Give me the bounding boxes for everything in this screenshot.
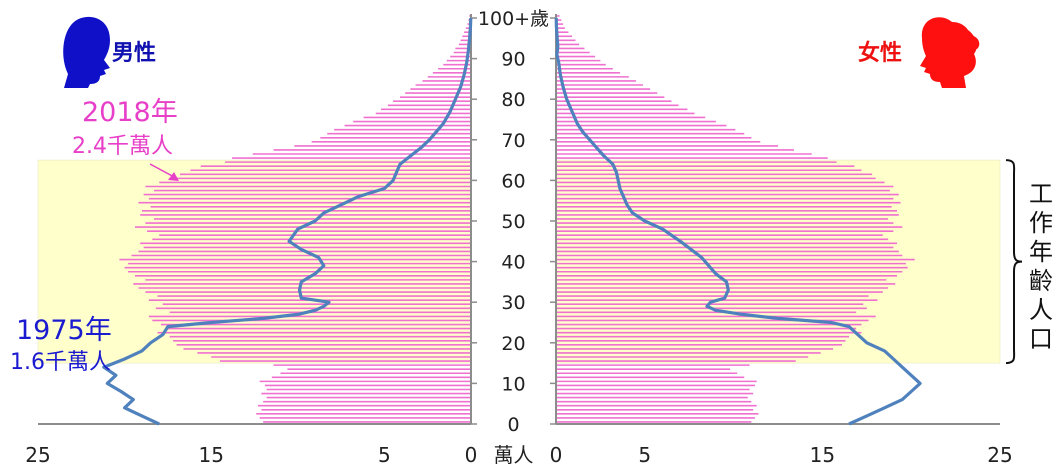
series-2018-year-label: 2018年 (82, 97, 178, 128)
female-ribbon-shape (968, 35, 980, 50)
age-tick-label: 0 (507, 414, 519, 436)
arrow-2018-head (168, 172, 179, 181)
x-tick-label-male: 25 (25, 443, 50, 467)
x-tick-label-male: 15 (198, 443, 223, 467)
x-tick-label-female: 25 (987, 443, 1012, 467)
x-tick-label-female: 5 (638, 443, 651, 467)
series-2018-population-label: 2.4千萬人 (72, 134, 173, 159)
working-age-brace (1005, 159, 1023, 365)
female-head-silhouette-icon (920, 17, 980, 88)
icons-layer (63, 16, 980, 89)
male-head-silhouette-icon (63, 16, 110, 89)
working-age-label: 工作年齡人口 (1029, 180, 1053, 353)
x-tick-label-female: 0 (550, 443, 563, 467)
age-tick-label: 40 (501, 252, 525, 274)
age-tick-label: 60 (501, 170, 525, 192)
x-axis-unit-label: 萬人 (494, 443, 534, 467)
age-tick-label: 80 (501, 89, 525, 111)
age-tick-label: 70 (501, 130, 525, 152)
line-1975-female (554, 17, 922, 426)
line-1975-layer (102, 17, 922, 426)
axes-layer (38, 14, 1000, 425)
female-head-shape (920, 17, 977, 88)
brace-layer (149, 159, 1023, 365)
male-label: 男性 (112, 40, 157, 66)
series-1975-year-label: 1975年 (16, 315, 112, 346)
age-tick-label: 90 (501, 49, 525, 71)
age-tick-label: 10 (501, 373, 525, 395)
x-tick-label-male: 5 (378, 443, 391, 467)
x-tick-label-female: 15 (810, 443, 835, 467)
x-tick-label-male: 0 (465, 443, 478, 467)
male-head-shape (63, 16, 110, 89)
age-tick-label: 20 (501, 333, 525, 355)
female-label: 女性 (858, 40, 903, 66)
age-tick-label: 50 (501, 211, 525, 233)
line-1975-male (102, 17, 473, 426)
series-1975-population-label: 1.6千萬人 (10, 350, 111, 375)
age-tick-label: 30 (501, 292, 525, 314)
age-tick-label: 100+歲 (478, 8, 549, 30)
